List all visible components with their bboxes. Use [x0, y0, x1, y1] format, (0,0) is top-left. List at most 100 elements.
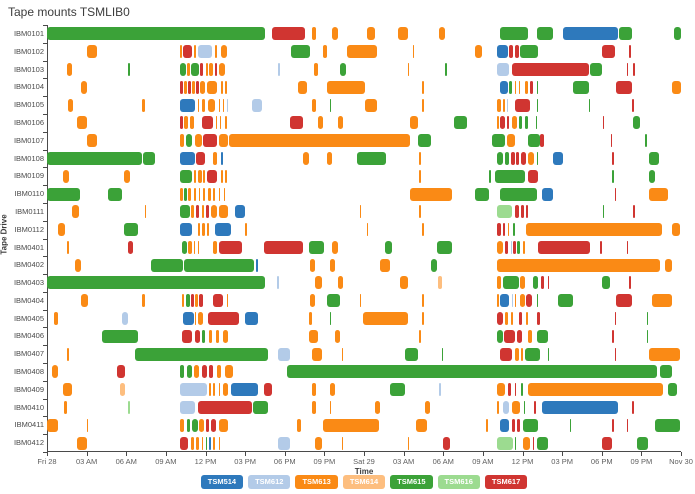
- mount-bar-tsm613[interactable]: [422, 80, 424, 94]
- mount-bar-tsm615[interactable]: [523, 401, 526, 415]
- mount-bar-tsm617[interactable]: [514, 45, 519, 59]
- mount-bar-tsm613[interactable]: [77, 116, 87, 130]
- mount-bar-tsm613[interactable]: [81, 80, 87, 94]
- mount-bar-tsm615[interactable]: [612, 169, 614, 183]
- mount-bar-tsm617[interactable]: [504, 329, 515, 343]
- mount-bar-tsm613[interactable]: [218, 187, 221, 201]
- mount-bar-tsm617[interactable]: [505, 240, 508, 254]
- mount-bar-tsm613[interactable]: [216, 329, 219, 343]
- mount-bar-tsm613[interactable]: [218, 436, 221, 450]
- mount-bar-tsm613[interactable]: [197, 240, 199, 254]
- mount-bar-tsm613[interactable]: [77, 436, 87, 450]
- mount-bar-tsm613[interactable]: [196, 436, 199, 450]
- mount-bar-tsm613[interactable]: [296, 418, 301, 432]
- mount-bar-tsm613[interactable]: [213, 187, 215, 201]
- mount-bar-tsm613[interactable]: [525, 80, 528, 94]
- mount-bar-tsm613[interactable]: [47, 418, 58, 432]
- mount-bar-tsm613[interactable]: [497, 401, 499, 415]
- mount-bar-tsm613[interactable]: [366, 27, 375, 41]
- mount-bar-tsm613[interactable]: [527, 383, 663, 397]
- mount-bar-tsm617[interactable]: [198, 294, 203, 308]
- mount-bar-tsm615[interactable]: [633, 116, 641, 130]
- mount-bar-tsm617[interactable]: [603, 116, 605, 130]
- mount-bar-tsm615[interactable]: [185, 294, 190, 308]
- mount-bar-tsm613[interactable]: [527, 329, 532, 343]
- mount-bar-tsm613[interactable]: [519, 294, 526, 308]
- mount-bar-tsm613[interactable]: [312, 401, 317, 415]
- mount-bar-tsm617[interactable]: [629, 276, 631, 290]
- mount-bar-tsm617[interactable]: [614, 347, 617, 361]
- mount-bar-tsm613[interactable]: [206, 223, 210, 237]
- mount-bar-tsm613[interactable]: [187, 62, 190, 76]
- mount-bar-tsm616[interactable]: [497, 205, 512, 219]
- mount-bar-tsm615[interactable]: [572, 80, 589, 94]
- mount-bar-tsm613[interactable]: [221, 169, 223, 183]
- mount-bar-tsm615[interactable]: [537, 27, 553, 41]
- mount-bar-tsm613[interactable]: [193, 45, 197, 59]
- mount-bar-tsm613[interactable]: [514, 347, 519, 361]
- mount-bar-tsm617[interactable]: [526, 205, 528, 219]
- mount-bar-tsm613[interactable]: [315, 436, 322, 450]
- mount-bar-tsm613[interactable]: [192, 80, 195, 94]
- mount-bar-tsm615[interactable]: [527, 134, 540, 148]
- legend-item-tsm612[interactable]: TSM612: [248, 475, 291, 489]
- mount-bar-tsm613[interactable]: [671, 80, 681, 94]
- mount-bar-tsm514[interactable]: [500, 418, 510, 432]
- mount-bar-tsm615[interactable]: [327, 294, 341, 308]
- mount-bar-tsm615[interactable]: [645, 134, 647, 148]
- mount-bar-tsm615[interactable]: [404, 347, 419, 361]
- legend-item-tsm613[interactable]: TSM613: [295, 475, 338, 489]
- mount-bar-tsm613[interactable]: [66, 347, 70, 361]
- mount-bar-tsm613[interactable]: [337, 116, 343, 130]
- mount-bar-tsm615[interactable]: [537, 436, 548, 450]
- mount-bar-tsm615[interactable]: [47, 151, 143, 165]
- mount-bar-tsm615[interactable]: [329, 312, 332, 326]
- mount-bar-tsm617[interactable]: [633, 205, 635, 219]
- mount-bar-tsm612[interactable]: [122, 312, 128, 326]
- mount-bar-tsm613[interactable]: [86, 45, 98, 59]
- mount-bar-tsm613[interactable]: [206, 80, 218, 94]
- mount-bar-tsm615[interactable]: [185, 134, 193, 148]
- mount-bar-tsm617[interactable]: [183, 45, 193, 59]
- mount-bar-tsm613[interactable]: [422, 223, 424, 237]
- mount-bar-tsm613[interactable]: [198, 187, 201, 201]
- mount-bar-tsm613[interactable]: [201, 436, 203, 450]
- mount-bar-tsm617[interactable]: [626, 62, 629, 76]
- mount-bar-tsm615[interactable]: [47, 276, 265, 290]
- mount-bar-tsm613[interactable]: [419, 205, 421, 219]
- mount-bar-tsm617[interactable]: [271, 27, 305, 41]
- mount-bar-tsm615[interactable]: [123, 223, 139, 237]
- mount-bar-tsm617[interactable]: [538, 240, 590, 254]
- mount-bar-tsm615[interactable]: [291, 45, 310, 59]
- mount-bar-tsm613[interactable]: [313, 62, 318, 76]
- mount-bar-tsm615[interactable]: [589, 62, 602, 76]
- mount-bar-tsm617[interactable]: [194, 329, 201, 343]
- mount-bar-tsm615[interactable]: [601, 276, 610, 290]
- mount-bar-tsm617[interactable]: [497, 312, 503, 326]
- mount-bar-tsm613[interactable]: [190, 436, 194, 450]
- mount-bar-tsm613[interactable]: [485, 418, 489, 432]
- mount-bar-tsm613[interactable]: [329, 258, 335, 272]
- mount-bar-tsm615[interactable]: [329, 98, 332, 112]
- mount-bar-tsm613[interactable]: [220, 116, 222, 130]
- mount-bar-tsm613[interactable]: [188, 187, 191, 201]
- mount-bar-tsm617[interactable]: [209, 365, 214, 379]
- mount-bar-tsm613[interactable]: [201, 98, 206, 112]
- legend-item-tsm617[interactable]: TSM617: [484, 475, 528, 489]
- mount-bar-tsm613[interactable]: [410, 187, 453, 201]
- mount-bar-tsm613[interactable]: [360, 294, 362, 308]
- mount-bar-tsm514[interactable]: [500, 80, 508, 94]
- legend-item-tsm614[interactable]: TSM614: [342, 475, 386, 489]
- mount-bar-tsm514[interactable]: [209, 436, 211, 450]
- mount-bar-tsm613[interactable]: [506, 134, 515, 148]
- mount-bar-tsm617[interactable]: [208, 312, 239, 326]
- mount-bar-tsm613[interactable]: [415, 418, 428, 432]
- mount-bar-tsm617[interactable]: [632, 401, 634, 415]
- mount-bar-tsm613[interactable]: [332, 27, 338, 41]
- mount-bar-tsm613[interactable]: [62, 169, 70, 183]
- mount-bar-tsm615[interactable]: [558, 294, 573, 308]
- mount-bar-tsm613[interactable]: [312, 347, 322, 361]
- mount-bar-tsm615[interactable]: [47, 187, 81, 201]
- mount-bar-tsm617[interactable]: [500, 347, 512, 361]
- mount-bar-tsm613[interactable]: [497, 258, 660, 272]
